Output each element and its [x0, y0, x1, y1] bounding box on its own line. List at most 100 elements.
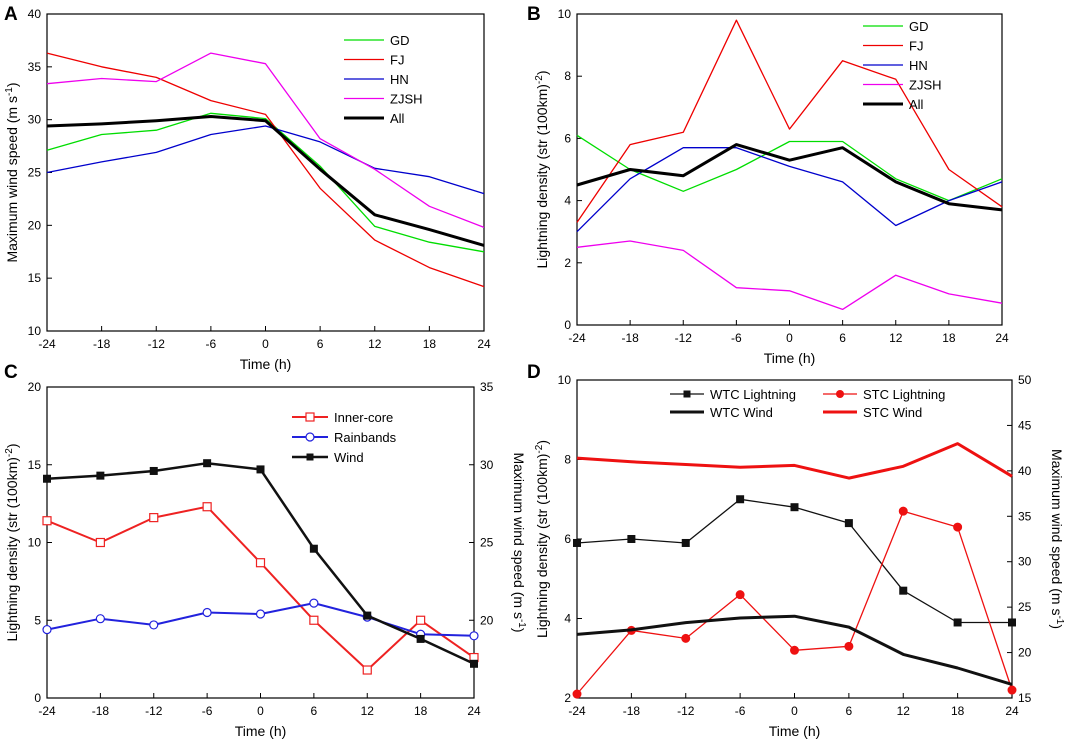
panel-c-legend-rainbands-label: Rainbands: [334, 430, 397, 445]
panel-b-ytick-label: 0: [564, 318, 571, 332]
panel-c-ytick-label: 20: [28, 380, 42, 394]
panel-d-xtick-label: -18: [623, 704, 641, 718]
panel-c-ytick-label: 0: [34, 691, 41, 705]
panel-d-ytick-label: 6: [564, 532, 571, 546]
panel-a-series-gd-line: [46, 112, 485, 253]
panel-c-series-inner-core-point: [362, 665, 372, 675]
panel-c-series-inner-core-point: [202, 502, 212, 512]
panel-c-xtick-label: 18: [414, 704, 428, 718]
panel-d-ytick-right-label: 50: [1018, 373, 1032, 387]
panel-c-series-wind-point: [96, 471, 105, 480]
panel-d-xtick-label: 12: [897, 704, 911, 718]
panel-d-series-stc-wind-line: [576, 442, 1013, 480]
panel-d-series-wtc-lightning-point: [1008, 618, 1016, 627]
panel-b-xtick-label: 0: [786, 331, 793, 345]
panel-c-xtick-label: 24: [467, 704, 481, 718]
panel-c-series-inner-core-point: [149, 513, 159, 523]
panel-a-legend-zjsh-label: ZJSH: [390, 92, 423, 107]
panel-c-series-inner-core-point: [42, 516, 52, 526]
panel-d-ytick-label: 2: [564, 691, 571, 705]
panel-a-series-hn-line: [46, 125, 485, 195]
panel-a-legend-fj-label: FJ: [390, 53, 404, 68]
panel-d-series-stc-lightning-point: [898, 506, 908, 516]
panel-d-xtick-label: 18: [951, 704, 965, 718]
panel-d-ytick-right-label: 35: [1018, 509, 1032, 523]
panel-c-ytick-right-label: 30: [480, 458, 494, 472]
panel-a-legend-hn-label: HN: [390, 72, 409, 87]
panel-d-series-wtc-lightning-point: [844, 519, 853, 528]
panel-b-ytick-label: 4: [564, 194, 571, 208]
panel-c-series-rainbands-point: [95, 614, 105, 624]
panel-b-xlabel: Time (h): [764, 350, 816, 366]
panel-a-ytick-label: 40: [28, 7, 42, 21]
panel-b-legend-gd-label: GD: [909, 19, 929, 34]
panel-d-legend-stc-lightning-marker: [836, 390, 844, 398]
panel-b-legend-all-label: All: [909, 97, 924, 112]
panel-c-series-wind-point: [256, 465, 265, 474]
panel-c-series-wind-point: [43, 474, 51, 483]
panel-c-series-rainbands-point: [469, 631, 479, 641]
panel-a-xtick-label: -6: [206, 337, 217, 351]
panel-a-xtick-label: -12: [148, 337, 166, 351]
panel-c-xtick-label: -24: [38, 704, 56, 718]
panel-c-series-wind-point: [309, 544, 318, 553]
panel-c-series-inner-core-line: [46, 505, 475, 671]
panel-c-ylabel-right: Maximum wind speed (m s-1): [511, 452, 528, 632]
panel-c-series-wind-point: [470, 659, 478, 668]
panel-d-legend-stc-wind-label: STC Wind: [863, 405, 922, 420]
panel-a-ytick-label: 10: [28, 324, 42, 338]
panel-d-series-wtc-lightning-point: [573, 538, 581, 547]
panel-a-legend-gd-label: GD: [390, 33, 410, 48]
panel-a-xtick-label: 24: [477, 337, 491, 351]
panel-b-letter: B: [527, 4, 541, 25]
panel-a-series-fj-line: [46, 52, 485, 288]
panel-d-series-stc-lightning-point: [953, 522, 963, 532]
panel-d-legend-wtc-lightning-label: WTC Lightning: [710, 387, 796, 402]
panel-d-legend-wtc-wind-label: WTC Wind: [710, 405, 773, 420]
panel-c-series-wind-point: [416, 634, 425, 643]
panel-b-ytick-label: 8: [564, 69, 571, 83]
panel-a-ytick-label: 25: [28, 166, 42, 180]
panel-d-series-stc-lightning-point: [790, 645, 799, 655]
panel-c-xlabel: Time (h): [235, 723, 287, 739]
panel-d-ytick-right-label: 45: [1018, 418, 1032, 432]
panel-c-ytick-label: 5: [34, 613, 41, 627]
panel-c: -24 -18 -12 -6 0 6 12 18 24 0 5 10 15 20 20 25 30 35 Time …: [4, 380, 528, 739]
panel-b-series-all-line: [576, 143, 1003, 212]
panel-c-legend-wind-marker: [306, 453, 314, 461]
panel-b-legend-zjsh-label: ZJSH: [909, 78, 942, 93]
panel-c-series-inner-core-point: [416, 615, 426, 625]
panel-a-xtick-label: 0: [262, 337, 269, 351]
panel-b-ytick-label: 2: [564, 256, 571, 270]
panel-b-xtick-label: 6: [839, 331, 846, 345]
panel-a-xtick-label: -24: [38, 337, 56, 351]
panel-d-letter: D: [527, 362, 541, 383]
panel-d-ytick-right-label: 40: [1018, 464, 1032, 478]
panel-d-ytick-label: 4: [564, 612, 571, 626]
panel-a-letter: A: [4, 4, 18, 25]
panel-c-ytick-label: 15: [28, 458, 42, 472]
panel-a-series-zjsh-line: [46, 52, 485, 229]
panel-d-xtick-label: -6: [735, 704, 746, 718]
panel-c-xtick-label: 12: [361, 704, 375, 718]
panel-d-legend-wtc-lightning-marker: [683, 390, 691, 398]
panel-c-legend-inner-core-marker: [305, 412, 315, 422]
panel-c-xtick-label: 6: [311, 704, 318, 718]
panel-c-ytick-label: 10: [28, 536, 42, 550]
panel-c-series-wind-point: [203, 459, 212, 468]
panel-c-series-inner-core-point: [255, 558, 266, 568]
panel-d-xtick-label: 6: [846, 704, 853, 718]
panel-c-series-wind-point: [149, 466, 158, 475]
panel-b-series-zjsh-line: [576, 240, 1003, 311]
panel-d-xtick-label: -24: [568, 704, 586, 718]
panel-d-series-stc-lightning-point: [844, 641, 854, 651]
panel-d-ytick-label: 8: [564, 453, 571, 467]
panel-c-series-rainbands-point: [309, 598, 319, 608]
panel-d-ytick-right-label: 30: [1018, 555, 1032, 569]
panel-c-series-rainbands-line: [46, 602, 475, 637]
panel-d-ylabel-right: Maximum wind speed (m s-1): [1049, 449, 1065, 629]
panel-d-series-wtc-lightning-point: [627, 535, 636, 543]
panel-c-series-wind-point: [363, 611, 372, 620]
